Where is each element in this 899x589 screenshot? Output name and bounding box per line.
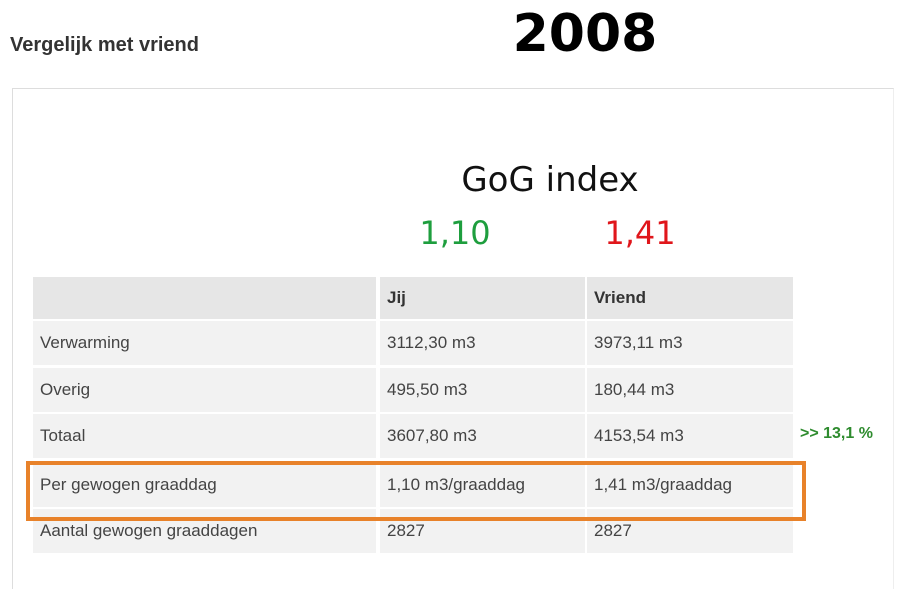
index-jij: 1,10 xyxy=(419,214,491,252)
row-label: Verwarming xyxy=(33,321,376,365)
value-cell: 2827 xyxy=(587,509,793,553)
year: 2008 xyxy=(512,4,658,64)
row-label: Overig xyxy=(33,368,376,412)
section-title: Vergelijk met vriend xyxy=(10,34,199,56)
row-label: Aantal gewogen graaddagen xyxy=(33,509,376,553)
value-cell: 4153,54 m3 xyxy=(587,414,793,458)
header-cell: Vriend xyxy=(587,277,793,319)
value-cell: 495,50 m3 xyxy=(380,368,585,412)
value-cell: 1,10 m3/graaddag xyxy=(380,463,585,507)
totaal-note: >> 13,1 % xyxy=(800,425,873,442)
value-cell: 180,44 m3 xyxy=(587,368,793,412)
header-cell xyxy=(33,277,376,319)
header-cell: Jij xyxy=(380,277,585,319)
value-cell: 3112,30 m3 xyxy=(380,321,585,365)
value-cell: 2827 xyxy=(380,509,585,553)
value-cell: 3973,11 m3 xyxy=(587,321,793,365)
panel xyxy=(12,88,894,589)
row-label: Totaal xyxy=(33,414,376,458)
value-cell: 1,41 m3/graaddag xyxy=(587,463,793,507)
value-cell: 3607,80 m3 xyxy=(380,414,585,458)
index-label: GoG index xyxy=(461,160,639,200)
row-label: Per gewogen graaddag xyxy=(33,463,376,507)
highlight xyxy=(26,461,806,521)
index-vriend: 1,41 xyxy=(604,214,676,252)
